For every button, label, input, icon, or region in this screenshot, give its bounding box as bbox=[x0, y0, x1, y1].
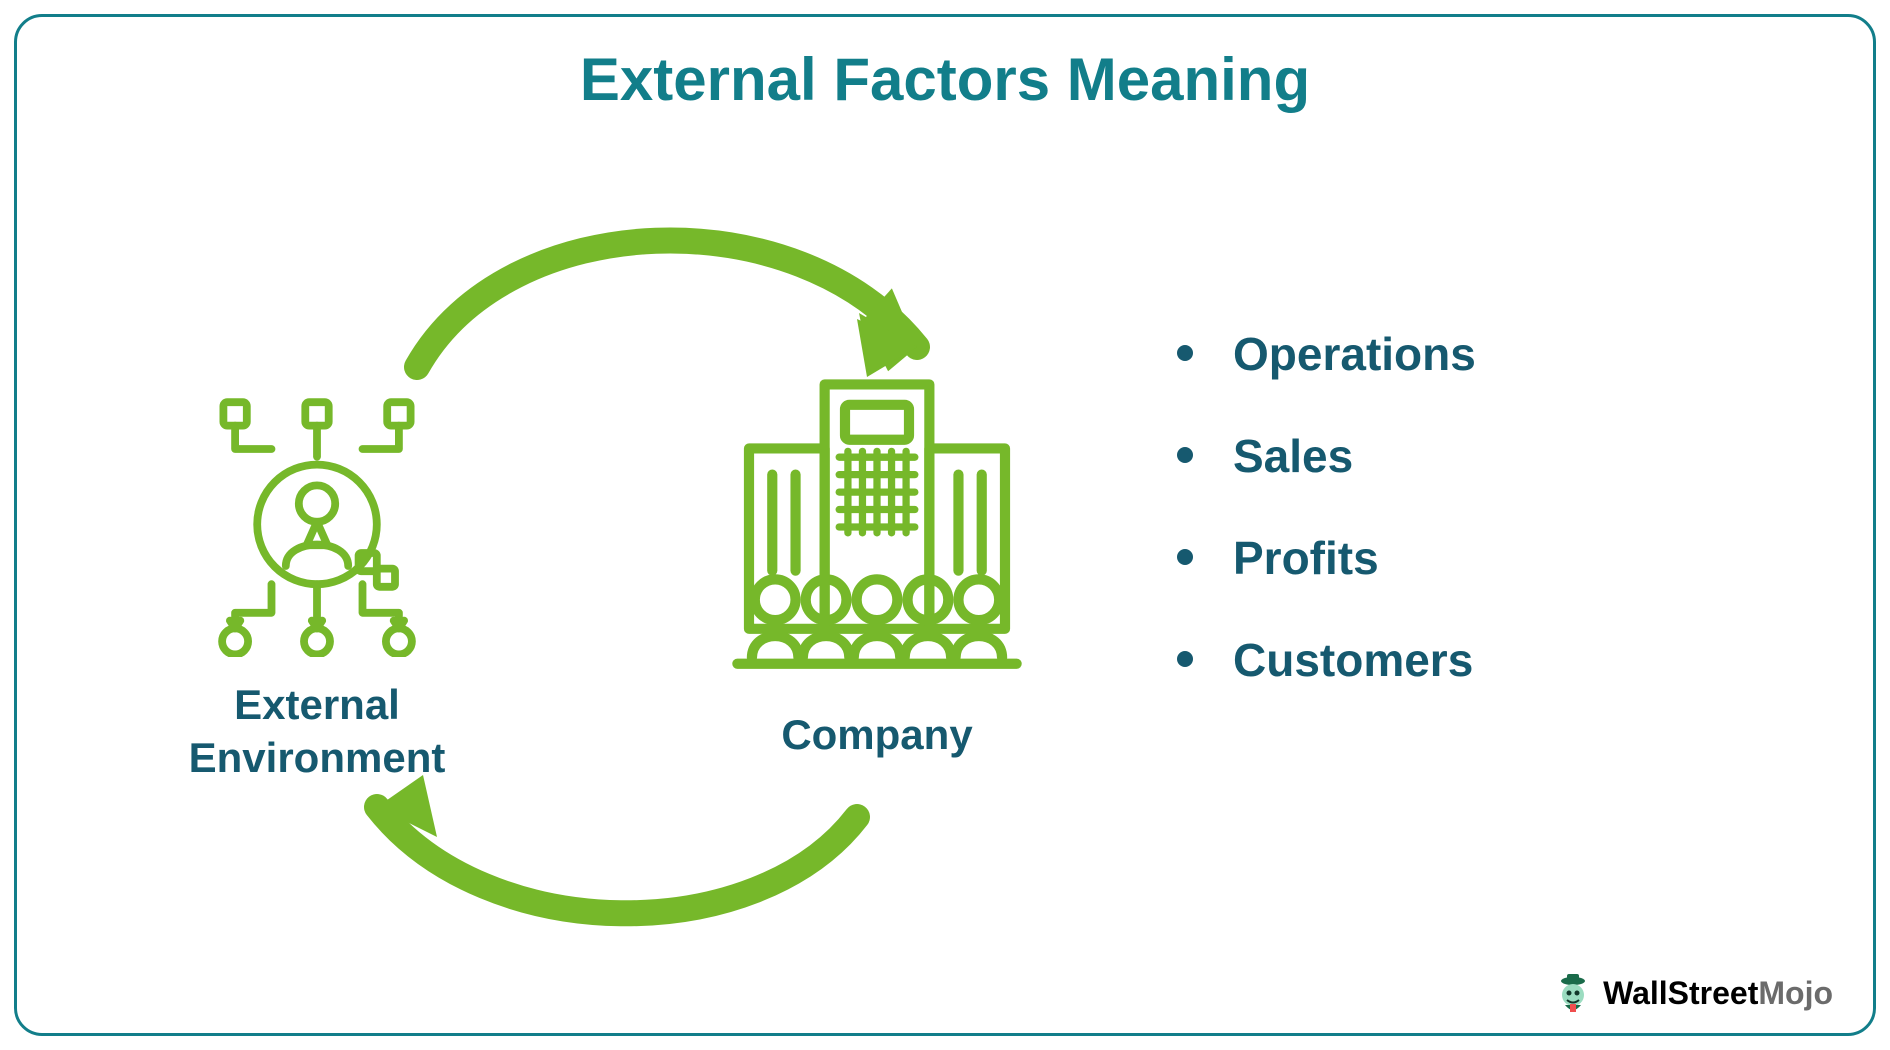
bullet-label: Profits bbox=[1233, 532, 1379, 584]
node-label-company: Company bbox=[781, 709, 972, 762]
bullet-label: Operations bbox=[1233, 328, 1476, 380]
bullet-label: Customers bbox=[1233, 634, 1473, 686]
arrow-top-shaft bbox=[417, 240, 917, 367]
list-item: Operations bbox=[1177, 327, 1476, 381]
list-item: Profits bbox=[1177, 531, 1476, 585]
network-person-icon bbox=[187, 397, 447, 657]
page-title: External Factors Meaning bbox=[580, 45, 1310, 114]
brand-logo: WallStreetMojo bbox=[1551, 971, 1833, 1015]
bullet-list: Operations Sales Profits Customers bbox=[1177, 327, 1476, 735]
mascot-icon bbox=[1551, 971, 1595, 1015]
list-item: Customers bbox=[1177, 633, 1476, 687]
node-external-environment: External Environment bbox=[187, 397, 447, 784]
bullet-label: Sales bbox=[1233, 430, 1353, 482]
logo-text-light: Mojo bbox=[1758, 975, 1833, 1011]
company-building-icon bbox=[717, 367, 1037, 687]
node-company: Company bbox=[717, 367, 1037, 762]
node-label-external: External Environment bbox=[189, 679, 446, 784]
logo-text-bold: WallStreet bbox=[1603, 975, 1758, 1011]
logo-text: WallStreetMojo bbox=[1603, 975, 1833, 1012]
cycle-diagram: External Environment bbox=[157, 167, 1077, 937]
arrow-bottom-shaft bbox=[377, 807, 857, 913]
infographic-frame: External Factors Meaning bbox=[14, 14, 1876, 1036]
list-item: Sales bbox=[1177, 429, 1476, 483]
